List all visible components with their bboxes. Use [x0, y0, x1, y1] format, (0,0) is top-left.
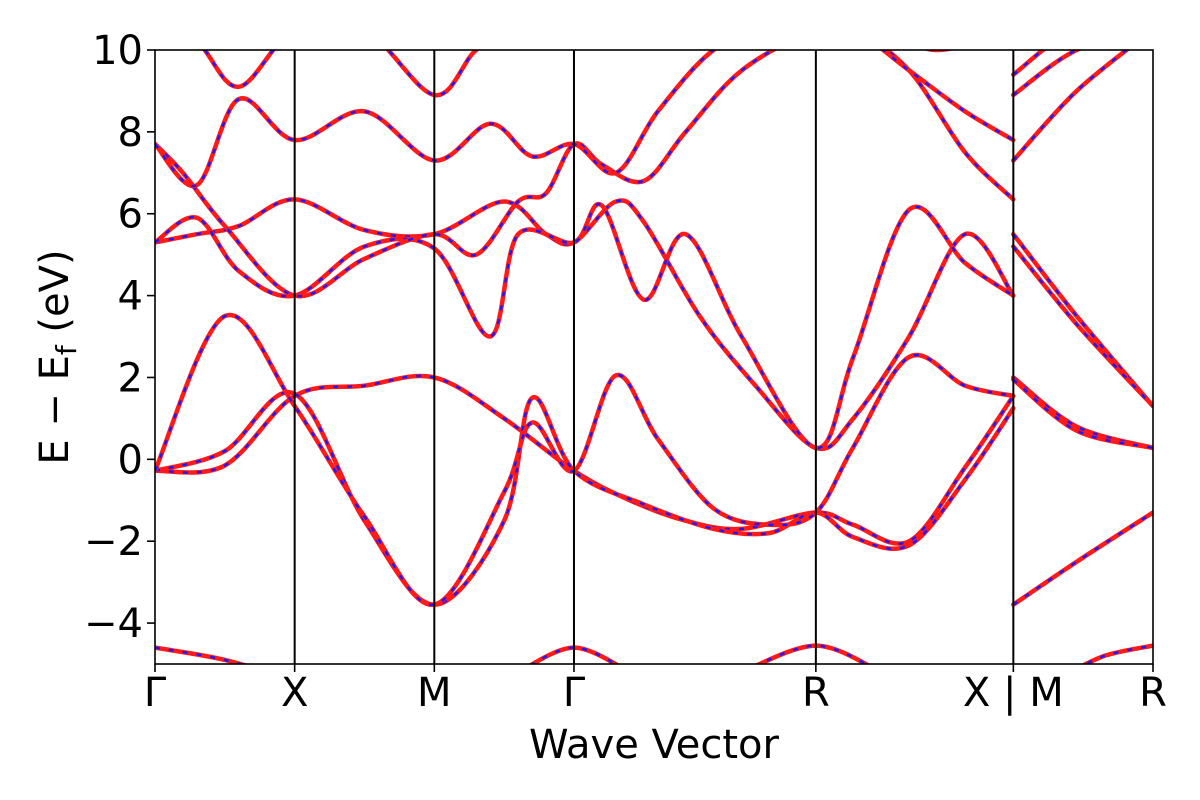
x-tick-label-5: X | M [963, 670, 1064, 716]
bands-layer [155, 50, 1153, 664]
y-tick-label-6: 8 [118, 110, 143, 156]
y-tick-label-4: 4 [118, 274, 143, 320]
band-2-solid-line-1 [155, 390, 1016, 607]
band-5-dashed-line-2 [1012, 245, 1153, 407]
x-tick-label-4: R [802, 670, 830, 716]
y-axis-title-main: E − E [32, 355, 78, 465]
x-axis-ticks: Γ X M Γ R X | M R [144, 664, 1167, 716]
band-4-solid-line-1 [155, 197, 1016, 452]
band-4-dashed-line-1 [155, 198, 1015, 451]
band-6 [155, 50, 1131, 299]
x-axis-title: Wave Vector [529, 722, 780, 768]
band-3-solid-line-1 [155, 312, 1016, 607]
x-tick-label-2: M [417, 670, 452, 716]
band-3-dashed-line-2 [1012, 378, 1153, 450]
band-12-dashed-line-1 [1083, 644, 1153, 664]
band-8-dashed-line-2 [1012, 50, 1045, 76]
band-7 [155, 50, 1083, 189]
band-6-solid-line-2 [1011, 50, 1131, 163]
band-11 [754, 643, 871, 664]
band-3-solid-line-2 [1011, 377, 1153, 451]
band-12 [1081, 643, 1153, 664]
band-5-dashed-line-1 [155, 202, 1014, 450]
x-tick-label-6: R [1139, 670, 1167, 716]
x-tick-label-3: Γ [563, 670, 586, 716]
y-tick-label-0: −4 [84, 601, 143, 647]
y-axis-title-subscript: f [50, 344, 83, 355]
band-2 [155, 390, 1153, 607]
band-9 [155, 645, 249, 664]
band-8-dashed-line-1 [203, 50, 949, 97]
y-tick-label-3: 2 [118, 355, 143, 401]
y-tick-label-2: 0 [118, 437, 143, 483]
band-7-dashed-line-2 [1012, 50, 1080, 96]
band-11-solid-line-1 [754, 643, 871, 664]
y-axis-title-unit: (eV) [32, 249, 78, 345]
k-point-lines [293, 50, 1015, 664]
y-axis-ticks: −4 −2 0 2 4 6 8 10 [84, 28, 155, 647]
band-5 [155, 201, 1153, 451]
band-2-dashed-line-2 [1012, 511, 1153, 606]
band-5-solid-line-1 [155, 201, 1016, 451]
y-tick-label-1: −2 [84, 519, 143, 565]
band-2-dashed-line-1 [155, 391, 1015, 606]
band-3 [155, 312, 1153, 607]
band-6-dashed-line-2 [1012, 50, 1129, 162]
band-3-dashed-line-1 [155, 313, 1014, 606]
x-tick-label-1: X [281, 670, 308, 716]
band-4-solid-line-2 [1011, 231, 1153, 409]
y-axis-title: E − Ef (eV) [32, 249, 83, 464]
band-1-dashed-line-2 [1012, 376, 1153, 450]
y-tick-label-7: 10 [92, 28, 143, 74]
band-1-solid-line-2 [1011, 375, 1153, 451]
band-8 [201, 50, 1047, 98]
plot-frame [154, 49, 1154, 665]
band-7-dashed-line-1 [155, 50, 1014, 188]
band-8-solid-line-1 [201, 50, 955, 98]
x-tick-label-0: Γ [144, 670, 167, 716]
band-9-dashed-line-1 [155, 646, 245, 664]
y-tick-label-5: 6 [118, 192, 143, 238]
